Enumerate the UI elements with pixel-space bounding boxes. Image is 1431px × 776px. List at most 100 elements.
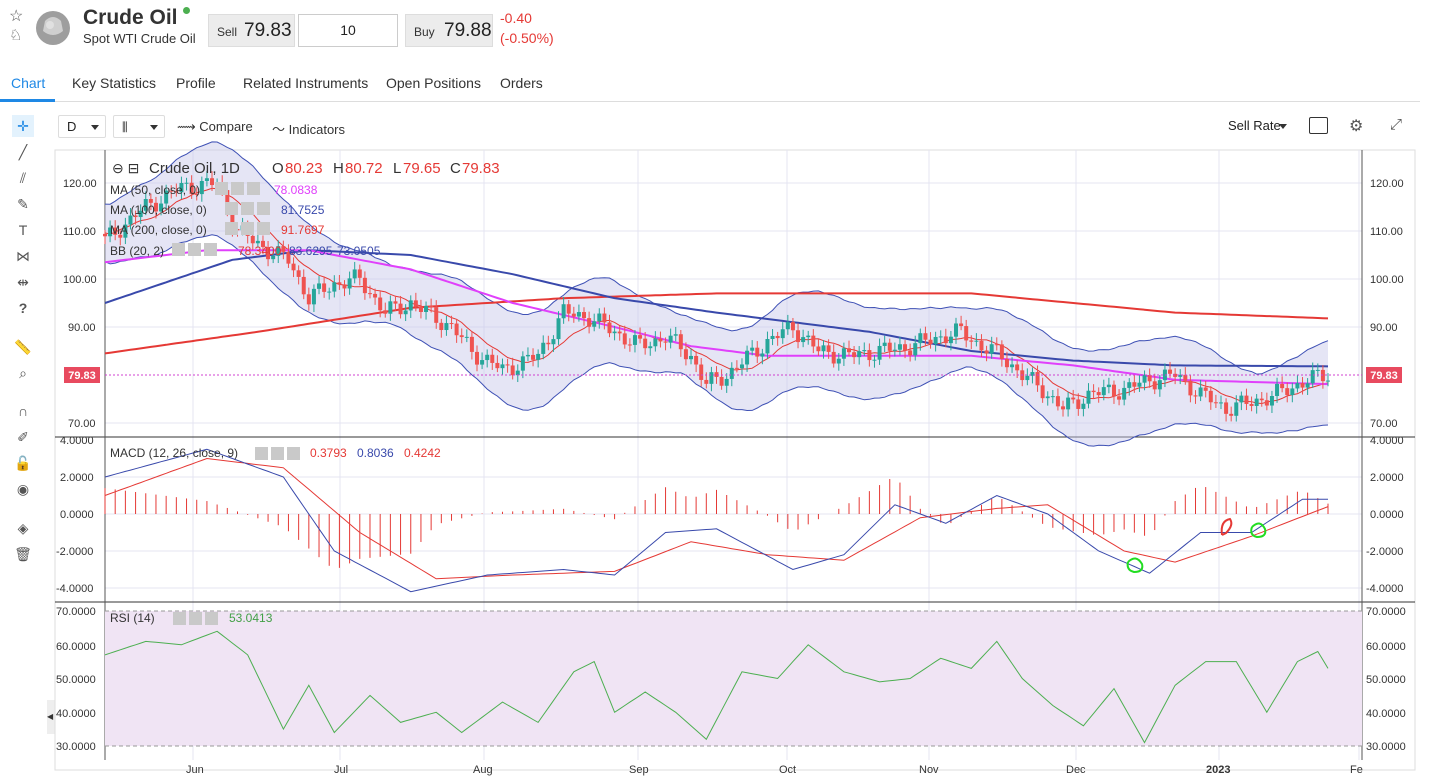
rsi-band [105,611,1362,746]
tab-orders[interactable]: Orders [500,75,543,91]
rate-dropdown[interactable]: Sell Rate [1220,115,1293,138]
alert-bell-icon[interactable]: ♘ [9,27,23,44]
time-tick: Aug [473,764,493,776]
tab-open-positions[interactable]: Open Positions [386,75,481,91]
candle-body [541,342,546,354]
ma200-value: 91.7697 [281,223,325,237]
trend-line-icon[interactable]: ╱ [18,144,28,160]
candle-body [897,344,902,350]
tab-profile[interactable]: Profile [176,75,216,91]
candle-body [123,224,128,238]
indicators-label: Indicators [288,122,346,137]
candle-body [1071,397,1076,400]
legend-open-label: O [272,160,284,177]
gear-icon[interactable]: ⚙ [1349,118,1364,135]
lock-draw-icon[interactable]: ✐ [17,429,29,445]
collapse-panel-arrow-icon[interactable]: ◀ [47,700,55,734]
candle-body [816,346,821,352]
candle-body [566,304,571,314]
price-change-percent: (-0.50%) [500,30,554,46]
candle-body [1137,382,1142,387]
candle-body [643,338,648,349]
ruler-icon[interactable]: 📏 [14,339,32,355]
candle-body [994,344,999,346]
candle-body [576,312,581,317]
help-icon[interactable]: ? [18,300,28,316]
pattern-icon[interactable]: ⋈ [16,248,30,264]
candle-body [1168,369,1173,374]
legend-close-label: C [450,160,461,177]
chevron-down-icon [1279,124,1287,129]
sell-price: 79.83 [244,20,292,41]
rate-value: Sell Rate [1228,118,1281,133]
legend-control-icon [241,202,254,215]
legend-low: 79.65 [403,160,441,177]
lock-icon[interactable]: 🔓 [14,455,32,471]
candle-body [1285,388,1290,396]
candle-body [785,322,790,330]
time-tick: Nov [919,764,939,776]
collapse-icon[interactable]: ⊖ ⊟ [112,160,139,176]
sell-button[interactable]: Sell 79.83 [208,14,295,47]
star-icon[interactable]: ☆ [9,8,24,25]
tab-key-statistics[interactable]: Key Statistics [72,75,157,91]
price-tick: 110.00 [63,226,96,238]
candle-body [1142,375,1147,383]
eye-icon[interactable]: ◉ [16,481,30,497]
legend-control-icon [225,202,238,215]
macd-tick: -2.0000 [1366,546,1403,558]
crosshair-icon[interactable]: ✛ [12,115,34,137]
price-tick: 90.00 [1370,322,1398,334]
text-icon[interactable]: T [18,222,28,238]
candle-body [434,307,439,323]
candle-body [704,379,709,384]
rsi-legend: RSI (14) 53.0413 [110,611,273,625]
candle-body [1290,388,1295,396]
trash-icon[interactable]: 🗑 [14,546,32,562]
interval-dropdown[interactable]: D [58,115,106,138]
legend-close: 79.83 [462,160,500,177]
layers-icon[interactable]: ◈ [17,520,29,536]
instrument-header: ☆ ♘ Crude Oil Spot WTI Crude Oil Sell 79… [0,0,1431,56]
candle-body [1178,374,1183,377]
candle-body [153,202,158,212]
ma50-label: MA (50, close, 0) [110,183,200,197]
expand-icon[interactable]: ⤢ [1390,116,1403,133]
candle-body [775,335,780,339]
buy-button[interactable]: Buy 79.88 [405,14,493,47]
quantity-input[interactable]: 10 [298,14,398,47]
tab-chart[interactable]: Chart [11,75,46,91]
last-price-right: 79.83 [1370,370,1398,382]
fib-icon[interactable]: ⫽ [19,170,27,186]
compare-button[interactable]: ⟿ Compare [177,119,253,135]
legend-control-icon [172,243,185,256]
candle-body [689,355,694,360]
measure-icon[interactable]: ⇹ [17,274,29,290]
zoom-icon[interactable]: ⌕ [19,365,27,381]
candle-body [561,304,566,319]
indicators-icon: 〜 [272,122,286,137]
fullscreen-square-icon[interactable] [1309,117,1328,134]
time-tick: 2023 [1206,764,1230,776]
magnet-icon[interactable]: ∩ [17,403,29,419]
indicators-button[interactable]: 〜 Indicators [272,119,345,138]
bb-label: BB (20, 2) [110,244,164,258]
candle-body [189,182,194,195]
chart-type-dropdown[interactable]: ⫼ [113,115,165,138]
candle-body [271,255,276,260]
candle-body [571,313,576,317]
candle-body [765,338,770,354]
candle-body [734,367,739,369]
tab-bar: Chart Key Statistics Profile Related Ins… [0,66,1420,102]
candle-body [852,352,857,358]
candle-body [250,235,255,244]
brush-icon[interactable]: ✎ [17,196,29,212]
tab-related-instruments[interactable]: Related Instruments [243,75,369,91]
candle-body [332,282,337,292]
candle-body [439,322,444,331]
candle-body [663,341,668,343]
candle-body [841,348,846,359]
candle-body [113,227,118,235]
candle-body [821,345,826,352]
